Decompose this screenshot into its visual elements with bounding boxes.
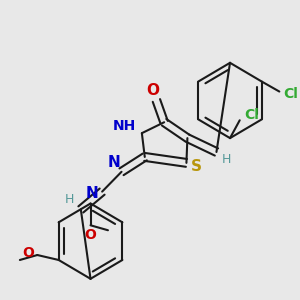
Text: NH: NH <box>113 119 136 133</box>
Text: O: O <box>23 246 34 260</box>
Text: S: S <box>190 159 202 174</box>
Text: Cl: Cl <box>284 86 298 100</box>
Text: O: O <box>146 83 159 98</box>
Text: Cl: Cl <box>244 108 259 122</box>
Text: N: N <box>86 186 99 201</box>
Text: H: H <box>64 193 74 206</box>
Text: N: N <box>107 155 120 170</box>
Text: O: O <box>85 228 97 242</box>
Text: H: H <box>221 153 231 167</box>
